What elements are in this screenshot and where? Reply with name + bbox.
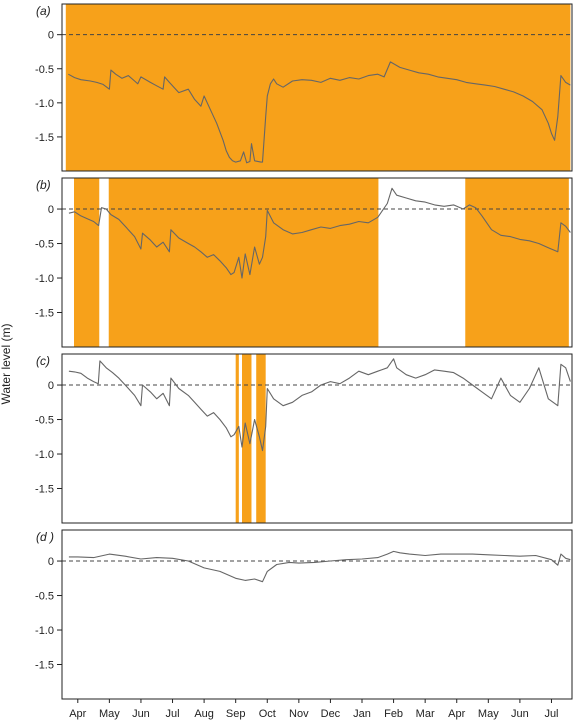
x-tick-label: Mar [416, 708, 435, 720]
x-tick-label: May [478, 708, 499, 720]
panel-4: (d ) 0 -0.5 -1.0 -1.5 [35, 529, 573, 700]
x-tick-label: Jun [132, 708, 150, 720]
x-tick-label: Oct [259, 708, 276, 720]
shaded-period [256, 354, 266, 523]
panel-body [62, 4, 572, 171]
panel-label: (c) [36, 354, 50, 368]
x-tick-label: Jul [165, 708, 179, 720]
shaded-period [74, 178, 100, 347]
x-tick-label: Dec [321, 708, 341, 720]
x-tick-label: May [99, 708, 120, 720]
y-tick-label: -1.0 [35, 273, 54, 285]
panels-root: (a) 0 -0.5 -1.0 -1.5 (b) 0 -0.5 -1.0 -1.5 (c) 0 -0.5… [35, 3, 573, 700]
y-tick-label: -1.0 [35, 625, 54, 637]
panel-frame [61, 177, 573, 348]
panel-1: (a) 0 -0.5 -1.0 -1.5 [35, 3, 573, 172]
panel-3: (c) 0 -0.5 -1.0 -1.5 [35, 353, 573, 524]
water-level-series [68, 358, 571, 452]
panel-frame [61, 353, 573, 524]
y-tick-label: 0 [48, 204, 54, 216]
x-tick-label: Jul [544, 708, 558, 720]
y-tick-label: 0 [48, 30, 54, 42]
panel-body [62, 178, 572, 347]
y-tick-label: -0.5 [35, 239, 54, 251]
water-level-series [68, 187, 571, 279]
y-tick-label: -1.5 [35, 132, 54, 144]
y-axis-label: Water level (m) [0, 324, 13, 405]
x-tick-label: Apr [69, 708, 86, 720]
shaded-period [235, 354, 239, 523]
x-tick-label: Aug [194, 708, 214, 720]
x-tick-label: Apr [448, 708, 465, 720]
x-tick-label: Jan [353, 708, 371, 720]
y-tick-label: -1.0 [35, 449, 54, 461]
water-level-series [68, 550, 571, 583]
water-level-series [68, 61, 571, 164]
y-tick-label: -1.5 [35, 484, 54, 496]
panel-body [62, 550, 572, 583]
x-tick-label: Feb [384, 708, 403, 720]
panel-body [62, 354, 572, 523]
shaded-period [242, 354, 252, 523]
y-tick-label: -1.5 [35, 660, 54, 672]
panel-label: (b) [36, 178, 51, 192]
x-tick-label: Nov [289, 708, 309, 720]
panel-frame [61, 3, 573, 172]
y-tick-label: -0.5 [35, 64, 54, 76]
x-axis-ticks: Apr May Jun Jul Aug Sep Oct Nov Dec Jan Feb Mar Apr M… [69, 699, 559, 720]
shaded-period [65, 4, 571, 171]
shaded-period [465, 178, 569, 347]
y-tick-label: -0.5 [35, 415, 54, 427]
x-tick-label: Sep [226, 708, 246, 720]
y-tick-label: -1.0 [35, 98, 54, 110]
panel-label: (a) [36, 4, 51, 18]
y-tick-label: 0 [48, 380, 54, 392]
x-tick-label: Jun [511, 708, 529, 720]
panel-label: (d ) [36, 530, 54, 544]
panel-frame [61, 529, 573, 700]
panel-2: (b) 0 -0.5 -1.0 -1.5 [35, 177, 573, 348]
y-tick-label: -1.5 [35, 308, 54, 320]
y-tick-label: -0.5 [35, 591, 54, 603]
y-tick-label: 0 [48, 556, 54, 568]
